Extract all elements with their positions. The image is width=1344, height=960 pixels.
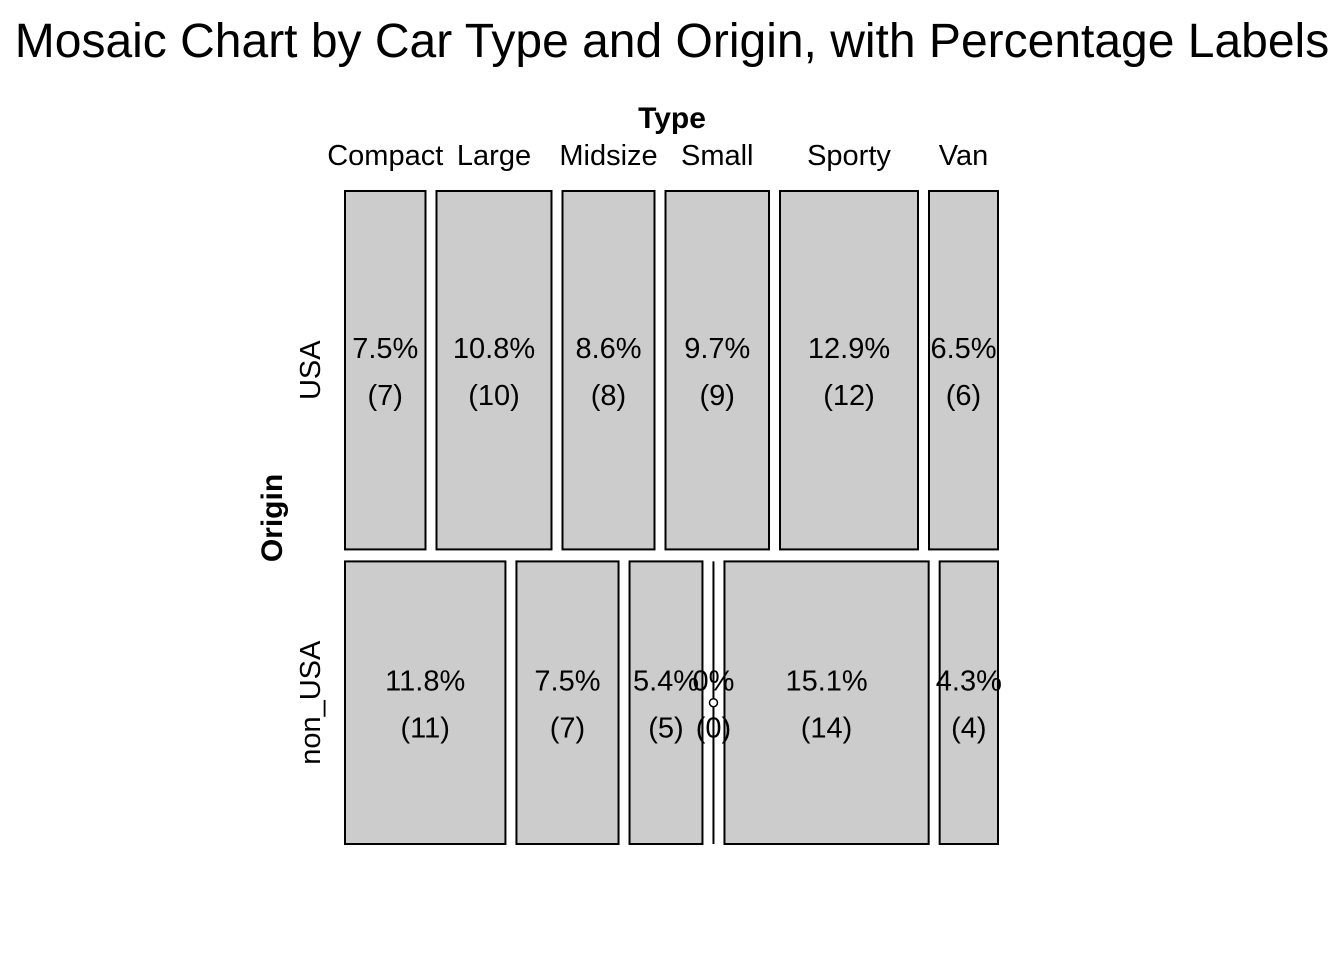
y-category-labels: USA non_USA	[295, 340, 327, 765]
y-label-non-usa: non_USA	[295, 640, 327, 765]
x-label-large: Large	[457, 140, 531, 172]
cell-count-non-usa-midsize: (5)	[648, 713, 683, 745]
tile-usa-sporty	[779, 190, 919, 551]
cell-count-usa-sporty: (12)	[823, 380, 875, 412]
tile-usa-small	[664, 190, 770, 551]
cell-percent-non-usa-midsize: 5.4%	[633, 666, 699, 698]
tile-non-usa-midsize	[628, 560, 704, 846]
cell-percent-usa-compact: 7.5%	[352, 333, 418, 365]
x-label-sporty: Sporty	[807, 140, 891, 172]
tile-non-usa-sporty	[723, 560, 930, 846]
cell-percent-usa-midsize: 8.6%	[575, 333, 641, 365]
x-label-compact: Compact	[327, 140, 443, 172]
zero-cell-marker	[708, 697, 719, 708]
cell-count-non-usa-van: (4)	[951, 713, 986, 745]
cell-count-usa-small: (9)	[700, 380, 735, 412]
tile-non-usa-large	[515, 560, 620, 846]
x-label-van: Van	[939, 140, 988, 172]
tile-usa-large	[435, 190, 553, 551]
tile-usa-midsize	[561, 190, 656, 551]
cell-percent-usa-small: 9.7%	[684, 333, 750, 365]
x-label-small: Small	[681, 140, 754, 172]
cell-labels: 7.5% (7) 10.8% (10) 8.6% (8) 9.7% (9) 12.9% (12) 6…	[352, 333, 1002, 744]
chart-title: Mosaic Chart by Car Type and Origin, wit…	[15, 15, 1329, 68]
cell-percent-usa-van: 6.5%	[930, 333, 996, 365]
mosaic-tiles	[344, 190, 999, 846]
y-axis-title: Origin	[256, 474, 289, 562]
cell-percent-usa-sporty: 12.9%	[808, 333, 890, 365]
cell-percent-non-usa-compact: 11.8%	[385, 666, 465, 698]
tile-non-usa-van	[938, 560, 999, 846]
cell-percent-non-usa-large: 7.5%	[534, 666, 600, 698]
cell-percent-non-usa-van: 4.3%	[936, 666, 1002, 698]
tile-usa-van	[928, 190, 999, 551]
x-label-midsize: Midsize	[559, 140, 657, 172]
cell-count-non-usa-large: (7)	[550, 713, 585, 745]
cell-count-usa-midsize: (8)	[591, 380, 626, 412]
cell-percent-non-usa-small: 0%	[693, 666, 735, 698]
cell-count-usa-large: (10)	[468, 380, 520, 412]
x-axis-title: Type	[638, 102, 706, 135]
y-label-usa: USA	[295, 340, 327, 400]
tile-non-usa-compact	[344, 560, 507, 846]
cell-percent-non-usa-sporty: 15.1%	[785, 666, 867, 698]
cell-count-usa-van: (6)	[946, 380, 981, 412]
tile-usa-compact	[344, 190, 427, 551]
cell-count-non-usa-sporty: (14)	[801, 713, 853, 745]
cell-percent-usa-large: 10.8%	[453, 333, 535, 365]
cell-count-non-usa-small: (0)	[696, 713, 731, 745]
x-category-labels: Compact Large Midsize Small Sporty Van	[327, 140, 988, 172]
cell-count-non-usa-compact: (11)	[401, 713, 450, 745]
cell-count-usa-compact: (7)	[368, 380, 403, 412]
